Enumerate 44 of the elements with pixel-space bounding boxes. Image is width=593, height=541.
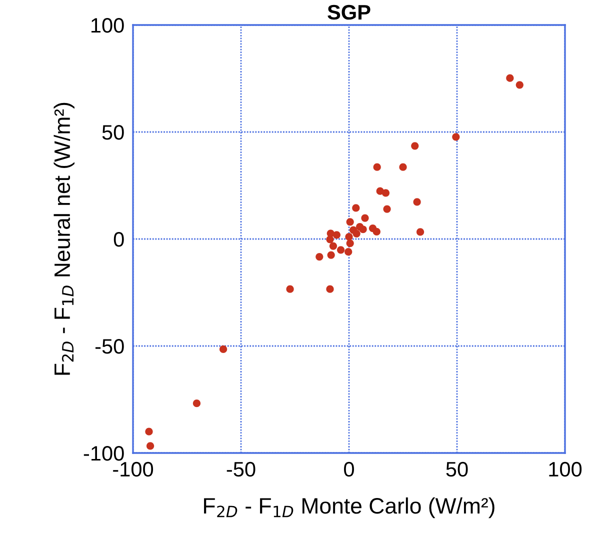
y-tick-label: 50 bbox=[102, 125, 124, 140]
point bbox=[452, 133, 460, 141]
point bbox=[352, 204, 360, 212]
point bbox=[344, 248, 352, 256]
x-tick-label: 100 bbox=[549, 462, 582, 477]
y-tick-label: 100 bbox=[92, 18, 124, 33]
point bbox=[316, 252, 324, 261]
point bbox=[352, 230, 360, 238]
point bbox=[411, 142, 419, 150]
y-tick-label: -50 bbox=[95, 339, 124, 354]
y-tick-label: 0 bbox=[114, 232, 124, 247]
point bbox=[361, 214, 369, 222]
point bbox=[399, 163, 407, 171]
x-axis-title: F$_{2D}$ - F$_{1D}$ Monte Carlo (W/m²) bbox=[204, 497, 494, 518]
x-tick-label: 0 bbox=[344, 462, 354, 477]
point bbox=[336, 246, 345, 254]
x-tick-label: 50 bbox=[446, 462, 468, 477]
point bbox=[516, 81, 524, 89]
point bbox=[219, 345, 228, 354]
point bbox=[413, 198, 421, 206]
point bbox=[373, 163, 381, 171]
x-tick-label: -100 bbox=[113, 462, 154, 477]
point bbox=[145, 428, 153, 436]
point bbox=[382, 189, 390, 197]
point bbox=[506, 74, 514, 82]
point bbox=[346, 239, 354, 248]
point bbox=[146, 442, 154, 450]
y-axis-title: F$_{2D}$ - F$_{1D}$ Neural net (W/m²) bbox=[54, 102, 74, 375]
point bbox=[326, 285, 334, 293]
point bbox=[327, 251, 335, 259]
y-tick-label: -100 bbox=[84, 446, 124, 461]
point bbox=[416, 228, 424, 236]
point bbox=[346, 218, 354, 226]
point bbox=[359, 226, 367, 234]
point bbox=[329, 242, 338, 250]
point bbox=[326, 236, 334, 244]
x-tick-label: -50 bbox=[226, 462, 256, 477]
point bbox=[332, 231, 340, 239]
point bbox=[345, 233, 353, 241]
chart-title: SGP bbox=[328, 4, 370, 20]
point bbox=[192, 400, 201, 408]
point bbox=[372, 228, 380, 236]
point bbox=[286, 285, 294, 293]
point bbox=[383, 205, 391, 213]
